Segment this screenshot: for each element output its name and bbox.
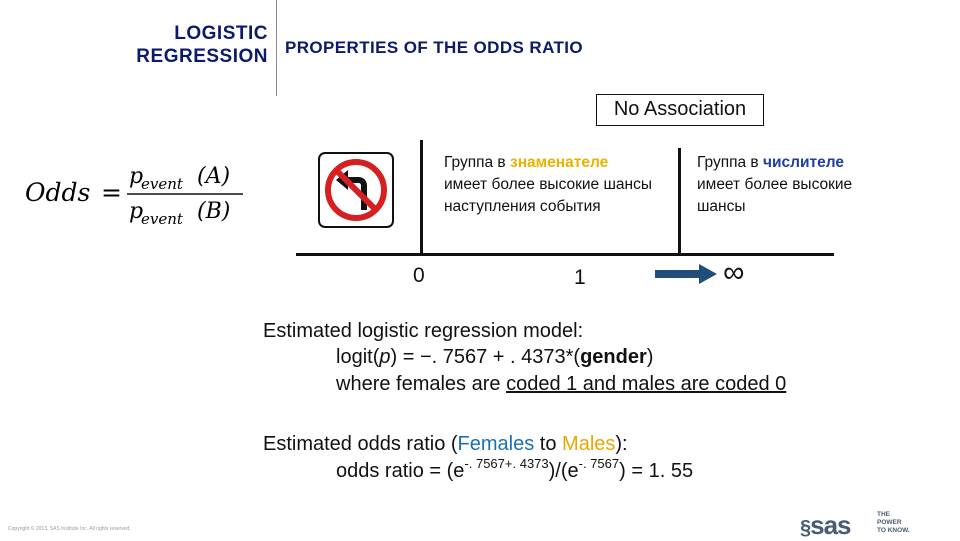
odds-ratio-equation: odds ratio = (e-. 7567+. 4373)/(e-. 7567… [336,456,694,484]
axis-label-zero: 0 [413,264,425,287]
numerator-note-prefix: Группа в [697,154,763,171]
or-eq-prefix: odds ratio = (e [336,460,465,482]
denominator-arg: (B) [197,199,230,224]
model-eq-mid: ) = −. 7567 + . 4373*( [390,346,581,368]
axis-label-one: 1 [574,266,586,289]
section-title-line1: LOGISTIC [174,23,268,44]
formula-equals: = [101,178,122,207]
numerator-arg: (A) [197,164,230,189]
denominator-sub: event [141,210,184,228]
or-label-to: to [534,433,563,455]
right-divider-line [678,148,681,256]
numerator-note-rest: имеет более высокие шансы [697,176,853,215]
tagline-line3: TO KNOW. [877,527,910,534]
arrow-right-icon [655,264,717,284]
sas-swirl-icon: § [800,517,811,539]
odds-formula: Odds = p event (A) p event (B) [25,164,243,228]
or-label-suffix: ): [615,433,628,455]
section-title-line2: REGRESSION [136,46,268,67]
model-coding: where females are coded 1 and males are … [336,371,786,397]
model-eq-prefix: logit( [336,346,380,368]
slide-title: PROPERTIES OF THE ODDS RATIO [285,38,584,57]
denominator-note-rest: имеет более высокие шансы наступления со… [444,176,652,215]
model-coding-underlined: coded 1 and males are coded 0 [506,373,787,395]
denominator-p: p [129,199,143,224]
numerator-p: p [129,164,143,189]
model-label: Estimated logistic regression model: [263,320,584,342]
odds-ratio-label: Estimated odds ratio (Females to Males): [263,431,628,457]
denominator-note: Группа в знаменателе имеет более высокие… [444,152,674,218]
or-eq-suffix: ) = 1. 55 [619,460,694,482]
left-divider-line [420,140,423,256]
model-eq-suffix: ) [646,346,654,368]
sas-logo: §sas [800,510,852,541]
numerator-sub: event [141,175,184,193]
tagline-line1: THE [877,511,890,518]
or-label-prefix: Estimated odds ratio ( [263,433,458,455]
or-label-females: Females [457,433,535,455]
header-divider [276,0,277,96]
denominator-highlight: знаменателе [509,154,609,171]
or-eq-exp2: -. 7567 [578,456,620,471]
odds-ratio-axis [296,253,834,256]
denominator-note-prefix: Группа в [444,154,510,171]
or-eq-mid: )/(e [548,460,579,482]
or-eq-exp1: -. 7567+. 4373 [464,456,549,471]
sas-logo-text: sas [810,510,851,540]
model-eq-var: p [379,346,391,368]
no-left-turn-sign-icon [318,152,394,228]
no-association-box: No Association [596,94,764,126]
axis-label-infinity: ∞ [723,256,745,289]
tagline-line2: POWER [877,519,902,526]
sas-tagline: THE POWER TO KNOW. [877,511,910,535]
copyright-notice: Copyright © 2013, SAS Institute Inc. All… [8,526,131,532]
section-title: LOGISTIC REGRESSION [60,22,268,68]
model-coding-prefix: where females are [336,373,507,395]
numerator-highlight: числителе [762,154,844,171]
numerator-note: Группа в числителе имеет более высокие ш… [697,152,897,218]
formula-lhs: Odds [25,178,90,207]
model-eq-gender: gender [580,346,647,368]
or-label-males: Males [562,433,616,455]
model-equation: logit(p) = −. 7567 + . 4373*(gender) [336,344,653,370]
